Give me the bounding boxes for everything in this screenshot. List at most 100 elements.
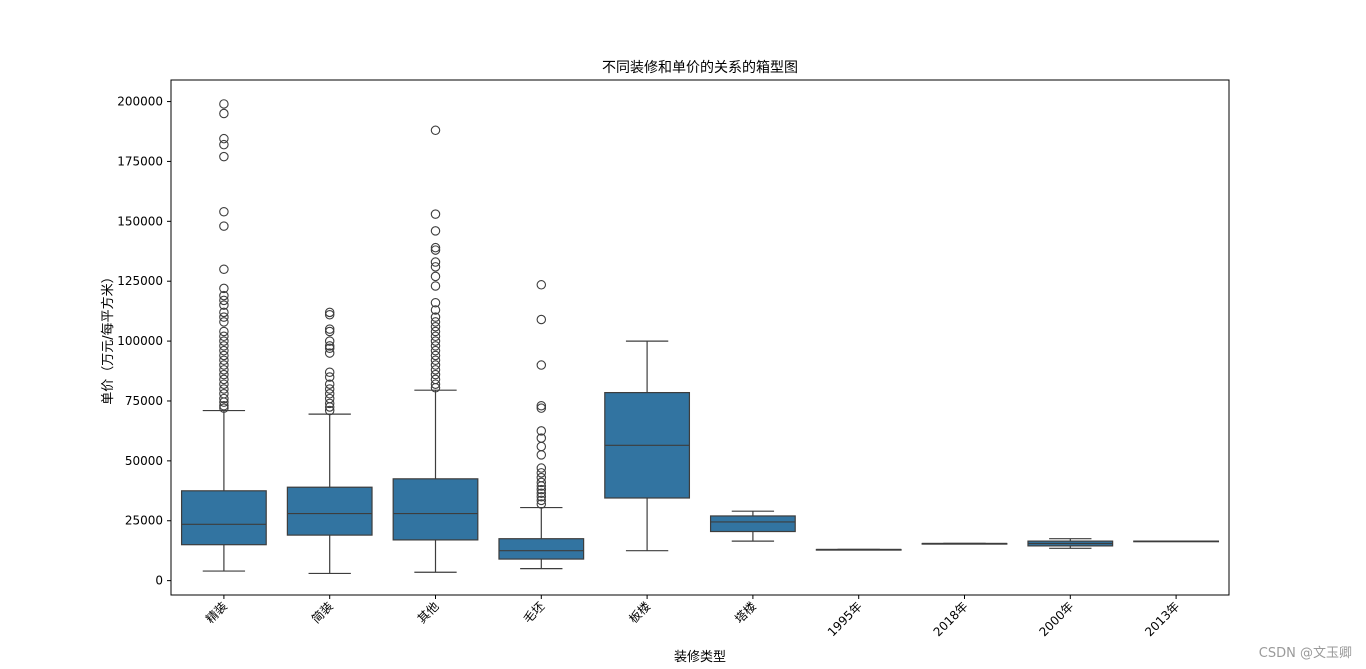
box-body (180, 490, 267, 546)
outlier-point (324, 405, 335, 416)
y-tick-label: 200000 (117, 95, 163, 109)
watermark: CSDN @文玉卿 (1258, 646, 1352, 661)
y-tick-label: 125000 (117, 274, 163, 288)
outlier-point (324, 341, 335, 351)
outlier-point (536, 468, 547, 478)
outlier-point (219, 401, 229, 411)
outlier-point (430, 317, 441, 327)
outlier-point (324, 326, 335, 337)
x-tick-label: 精装 (203, 599, 230, 626)
box-9 (1027, 538, 1114, 549)
outlier-point (219, 108, 229, 119)
outlier-point (219, 365, 229, 375)
x-tick-label: 板楼 (626, 599, 654, 627)
outlier-point (219, 369, 229, 380)
outlier-point (219, 295, 229, 306)
outlier-point (219, 317, 229, 327)
outlier-point (219, 331, 229, 342)
outlier-point (430, 245, 441, 255)
outlier-point (430, 312, 441, 322)
outlier-point (430, 305, 441, 315)
y-tick-label: 25000 (125, 514, 163, 528)
x-tick-label: 1995年 (825, 599, 865, 639)
box-7 (815, 548, 902, 551)
outlier-point (536, 472, 547, 483)
outlier-point (536, 477, 547, 488)
outlier-point (219, 403, 229, 413)
outlier-point (219, 384, 229, 394)
y-axis-title: 单价（万元/每平方米） (100, 270, 116, 404)
outlier-point (219, 393, 229, 404)
outlier-point (324, 343, 335, 354)
y-tick-label: 0 (155, 574, 163, 588)
outlier-point (536, 463, 547, 473)
outlier-point (219, 151, 229, 162)
outlier-point (536, 403, 547, 413)
outlier-point (219, 139, 229, 150)
outlier-point (219, 355, 229, 366)
outlier-point (536, 401, 547, 411)
box-8 (921, 542, 1008, 545)
outlier-point (324, 398, 335, 409)
outlier-point (430, 226, 441, 236)
outlier-point (430, 369, 441, 380)
box-10 (1133, 540, 1220, 543)
outlier-point (219, 326, 229, 337)
outlier-point (536, 488, 547, 498)
outlier-point (219, 374, 229, 385)
box-2 (286, 307, 373, 575)
box-body (709, 515, 796, 533)
outlier-point (324, 309, 335, 320)
outlier-point (536, 499, 547, 509)
outlier-point (324, 372, 335, 382)
outlier-point (536, 441, 547, 452)
outlier-point (219, 341, 229, 351)
outlier-point (324, 336, 335, 346)
outlier-point (219, 300, 229, 310)
outlier-point (324, 324, 335, 334)
chart-title: 不同装修和单价的关系的箱型图 (602, 60, 798, 76)
outlier-point (536, 450, 547, 460)
outlier-point (324, 367, 335, 377)
y-axis: 0 25000 50000 75000 100000 125000 150000 175000… (117, 95, 171, 588)
box-body (286, 486, 373, 536)
y-tick-label: 150000 (117, 214, 163, 228)
outlier-point (536, 492, 547, 502)
outlier-point (324, 389, 335, 399)
outlier-point (430, 326, 441, 337)
plot-area (180, 99, 1220, 575)
outlier-point (430, 365, 441, 375)
outlier-point (430, 331, 441, 342)
outlier-point (430, 341, 441, 351)
box-5 (604, 340, 691, 552)
outlier-point (536, 481, 547, 491)
y-tick-label: 50000 (125, 454, 163, 468)
outlier-point (430, 271, 441, 282)
y-tick-label: 100000 (117, 334, 163, 348)
x-axis: 精装 简装 其他 毛坯 板楼 塔楼 1995年 2018年 2000年 2013年 (203, 595, 1182, 639)
outlier-point (219, 389, 229, 399)
outlier-point (536, 280, 547, 290)
outlier-point (219, 283, 229, 294)
y-tick-label: 175000 (117, 154, 163, 168)
outlier-point (430, 298, 441, 308)
outlier-point (219, 360, 229, 370)
box-6 (709, 510, 796, 542)
outlier-point (430, 379, 441, 389)
outlier-point (219, 307, 229, 318)
x-axis-title: 装修类型 (674, 650, 726, 665)
box-body (498, 538, 585, 560)
outlier-point (536, 484, 547, 495)
outlier-point (430, 209, 441, 219)
outlier-point (219, 350, 229, 361)
outlier-point (324, 402, 335, 412)
box-body (392, 478, 479, 541)
outlier-point (324, 379, 335, 389)
outlier-point (430, 383, 441, 393)
y-tick-label: 75000 (125, 394, 163, 408)
outlier-point (219, 99, 229, 109)
x-tick-label: 2000年 (1036, 599, 1076, 639)
outlier-point (219, 379, 229, 389)
outlier-point (219, 133, 229, 144)
